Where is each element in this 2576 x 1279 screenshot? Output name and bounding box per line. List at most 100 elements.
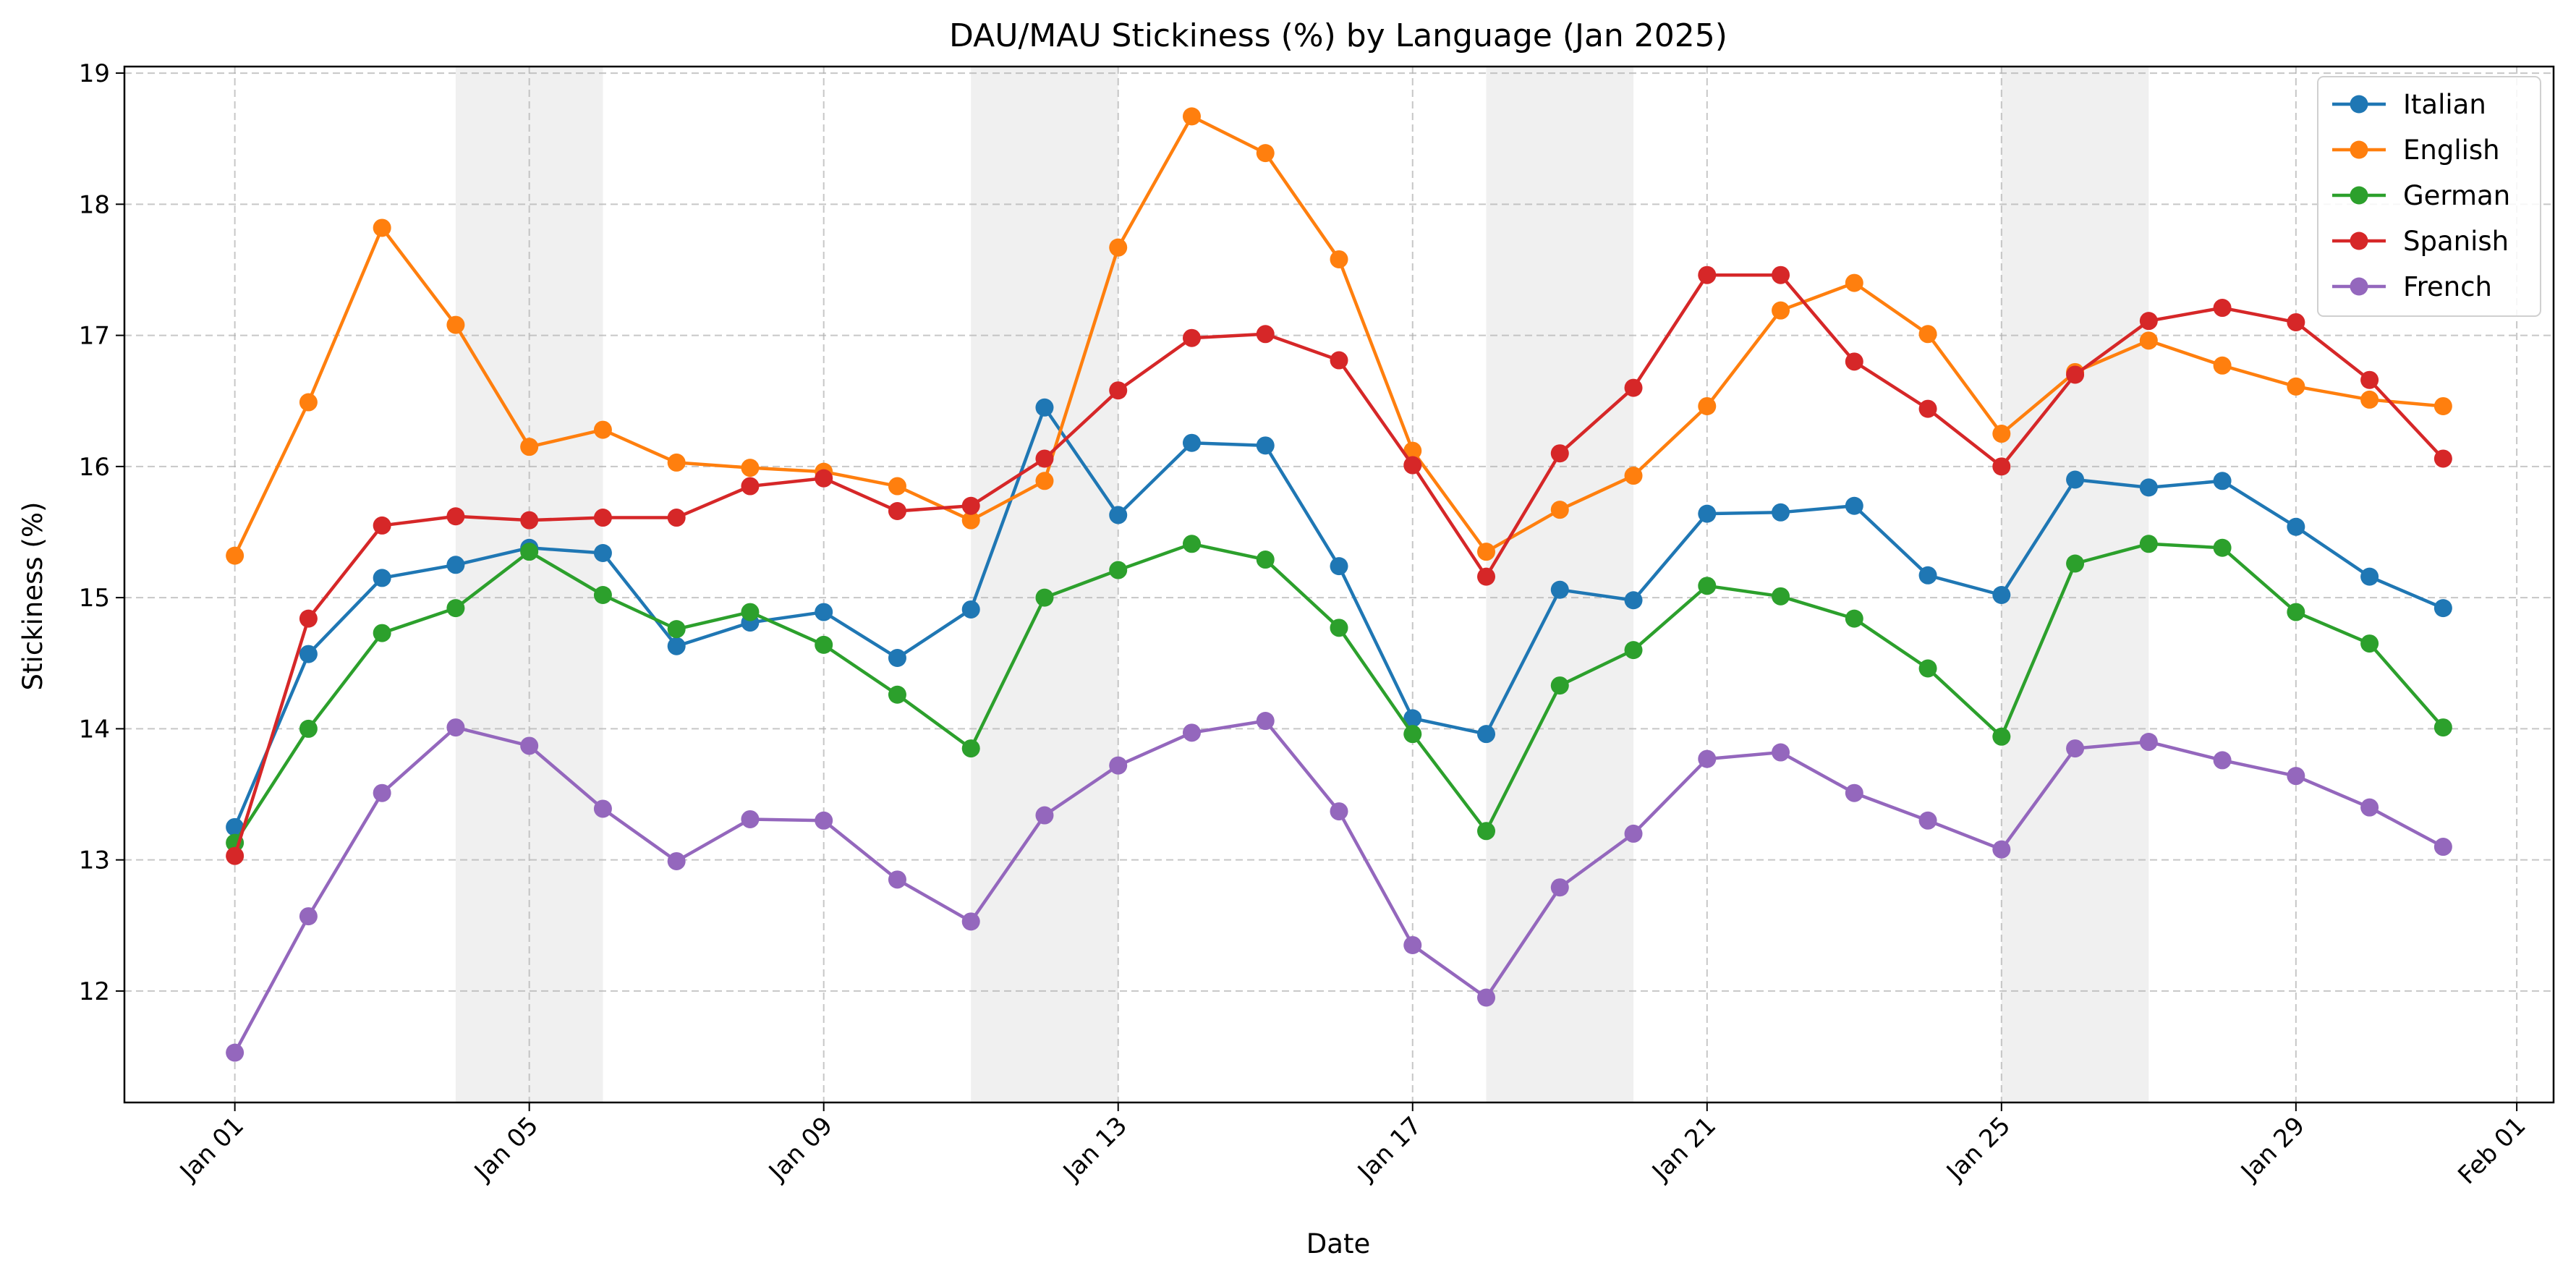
data-point [2433, 449, 2452, 468]
plot-frame [123, 65, 2555, 1104]
data-point [1918, 659, 1937, 678]
data-point [520, 438, 539, 456]
data-point [226, 546, 245, 565]
y-tick-label: 17 [79, 322, 110, 351]
data-point [1845, 273, 1863, 292]
data-point [593, 586, 612, 605]
data-point [2287, 377, 2305, 396]
legend-swatch-marker [2350, 140, 2368, 159]
data-point [226, 1043, 245, 1062]
data-point [1109, 561, 1128, 579]
data-point [1256, 712, 1275, 731]
data-point [1550, 501, 1569, 519]
data-point [2287, 517, 2305, 536]
data-point [1845, 783, 1863, 802]
data-point [1772, 301, 1790, 320]
data-point [2066, 554, 2085, 573]
data-point [520, 511, 539, 530]
data-point [2066, 739, 2085, 758]
data-point [2213, 299, 2232, 318]
data-point [888, 649, 906, 668]
legend-label: French [2403, 271, 2492, 302]
shaded-band [2001, 67, 2149, 1102]
data-point [1992, 727, 2011, 746]
data-point [1772, 503, 1790, 522]
data-point [741, 603, 760, 621]
data-point [667, 851, 686, 870]
data-point [1477, 822, 1496, 841]
legend-label: Spanish [2403, 226, 2509, 257]
data-point [1845, 609, 1863, 628]
data-point [226, 817, 245, 836]
series-french [226, 712, 2452, 1062]
data-point [1330, 619, 1348, 637]
data-point [1182, 328, 1201, 347]
data-point [1698, 396, 1717, 415]
data-point [1845, 496, 1863, 515]
data-point [1035, 806, 1054, 825]
data-point [2287, 313, 2305, 331]
data-point [446, 599, 465, 618]
data-point [888, 685, 906, 704]
data-point [1624, 467, 1643, 485]
data-point [446, 556, 465, 574]
data-point [2360, 567, 2379, 586]
grid-lines [124, 67, 2554, 1102]
data-point [815, 635, 833, 654]
data-point [888, 501, 906, 520]
data-point [593, 420, 612, 439]
data-point [667, 620, 686, 639]
data-point [299, 393, 318, 412]
data-series [226, 107, 2452, 1062]
data-point [1992, 457, 2011, 476]
data-point [1772, 265, 1790, 284]
data-point [446, 718, 465, 737]
data-point [961, 511, 980, 530]
y-tick-label: 12 [79, 977, 110, 1006]
data-point [373, 624, 391, 642]
data-point [1109, 381, 1128, 400]
data-point [1182, 723, 1201, 742]
data-point [2213, 751, 2232, 770]
data-point [2213, 356, 2232, 375]
series-german [226, 535, 2452, 852]
data-point [1772, 587, 1790, 605]
legend-swatch-marker [2350, 95, 2368, 114]
data-point [2139, 312, 2158, 331]
legend-label: German [2403, 180, 2510, 211]
data-point [1550, 878, 1569, 897]
data-point [1330, 351, 1348, 370]
data-point [1918, 325, 1937, 344]
data-point [1403, 935, 1422, 954]
data-point [1477, 988, 1496, 1007]
y-tick-label: 19 [79, 59, 110, 88]
data-point [1992, 425, 2011, 443]
legend-label: Italian [2403, 89, 2486, 120]
data-point [2433, 396, 2452, 415]
legend-swatch-marker [2350, 186, 2368, 205]
data-point [593, 799, 612, 818]
data-point [1698, 504, 1717, 523]
data-point [373, 569, 391, 587]
data-point [1918, 811, 1937, 830]
data-point [961, 600, 980, 619]
data-point [1698, 577, 1717, 595]
data-point [667, 637, 686, 655]
data-point [299, 719, 318, 738]
data-point [1256, 551, 1275, 569]
data-point [1035, 449, 1054, 468]
y-tick-label: 16 [79, 453, 110, 482]
y-tick-label: 18 [79, 190, 110, 219]
legend-swatch-marker [2350, 277, 2368, 296]
data-point [1624, 378, 1643, 397]
data-point [1330, 557, 1348, 576]
data-point [1256, 325, 1275, 344]
data-point [1624, 641, 1643, 660]
data-point [373, 218, 391, 237]
y-axis-ticks: 12 13 14 15 16 17 18 19 [79, 59, 124, 1006]
data-point [1035, 398, 1054, 417]
data-point [1698, 749, 1717, 768]
data-point [2287, 603, 2305, 621]
data-point [1403, 456, 1422, 475]
data-point [299, 907, 318, 926]
